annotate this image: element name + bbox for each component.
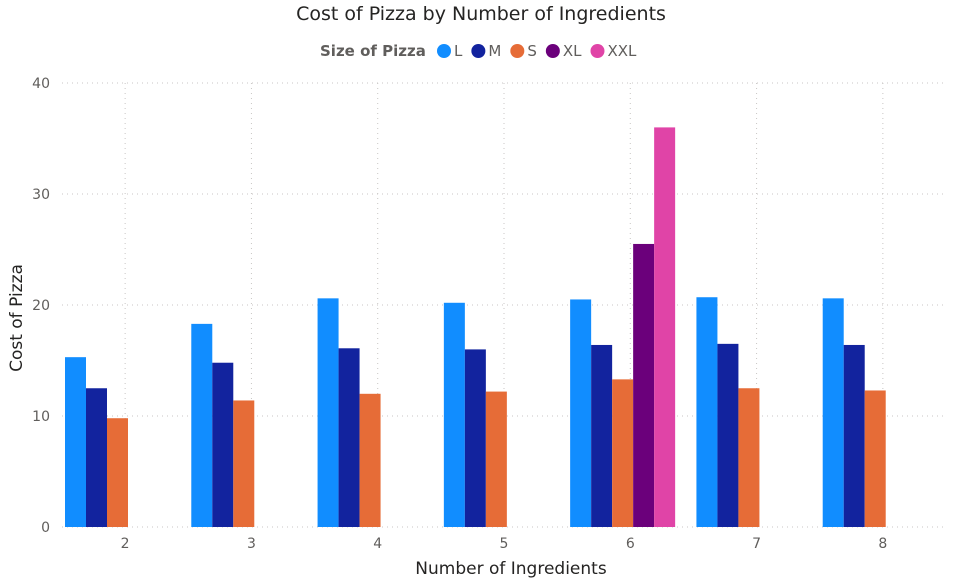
bar-m-6[interactable] [591,344,613,527]
bar-s-2[interactable] [107,418,128,527]
bar-s-4[interactable] [359,393,381,527]
legend-label-s: S [527,42,537,60]
x-tick-label: 2 [121,536,130,552]
y-tick-label: 0 [41,520,50,536]
bar-s-7[interactable] [738,388,760,527]
bar-l-3[interactable] [191,323,213,527]
x-tick-label: 8 [878,536,887,552]
legend-title: Size of Pizza [320,42,426,60]
bar-l-6[interactable] [570,299,592,527]
bar-s-3[interactable] [233,400,255,527]
bar-xl-6[interactable] [633,243,655,527]
bar-m-7[interactable] [717,343,739,527]
y-tick-label: 20 [32,298,50,314]
bar-l-4[interactable] [317,298,339,527]
legend-marker-xl [545,44,560,58]
bar-m-2[interactable] [86,388,107,527]
x-tick-label: 6 [626,536,635,552]
bars [65,127,886,528]
legend-marker-m [471,44,486,58]
bar-s-5[interactable] [485,391,507,527]
bar-l-5[interactable] [443,302,465,527]
bar-l-2[interactable] [65,357,86,527]
x-axis-title: Number of Ingredients [415,559,607,579]
bar-m-4[interactable] [338,348,360,527]
legend-marker-xxl [590,44,605,58]
x-tick-label: 5 [500,536,509,552]
legend-label-l: L [454,42,463,60]
legend-label-xxl: XXL [607,42,637,60]
bar-xxl-6[interactable] [654,127,676,528]
y-tick-label: 30 [32,187,50,203]
legend: Size of Pizza L M S XL XXL [320,42,637,60]
x-axis-ticks: 2 3 4 5 6 7 8 [121,536,888,552]
bar-s-6[interactable] [612,379,634,527]
x-tick-label: 4 [373,536,382,552]
x-tick-label: 3 [247,536,256,552]
legend-label-xl: XL [563,42,582,60]
y-axis-title: Cost of Pizza [7,264,27,372]
legend-marker-l [437,44,451,58]
legend-marker-s [510,44,525,58]
bar-l-8[interactable] [822,298,844,527]
y-tick-label: 10 [32,409,50,425]
legend-label-m: M [488,42,501,60]
chart-title: Cost of Pizza by Number of Ingredients [296,3,666,25]
bar-m-5[interactable] [464,349,486,527]
bar-m-3[interactable] [212,362,234,527]
y-axis-ticks: 0 10 20 30 40 [32,76,50,536]
y-tick-label: 40 [32,76,50,92]
bar-l-7[interactable] [696,297,718,527]
bar-s-8[interactable] [864,390,886,527]
x-tick-label: 7 [752,536,761,552]
bar-m-8[interactable] [843,344,865,527]
